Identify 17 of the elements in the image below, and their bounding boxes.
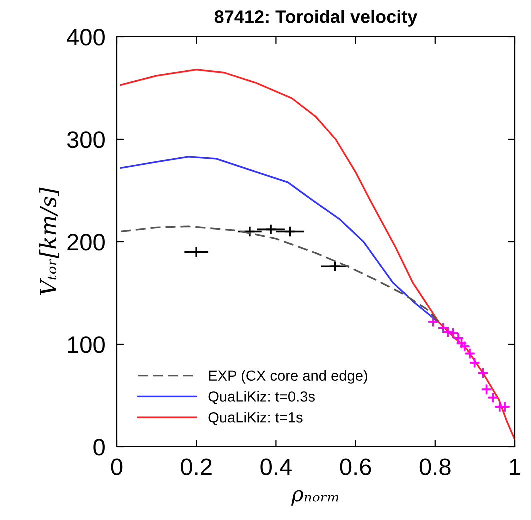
- y-tick-label: 100: [68, 336, 105, 354]
- x-axis-title: ρₙₒᵣₘ: [291, 490, 339, 506]
- x-tick-label: 0: [111, 458, 123, 476]
- x-tick-label: 0.6: [340, 458, 372, 476]
- y-tick-label: 400: [67, 29, 105, 46]
- x-tick-label: 0.2: [181, 458, 212, 476]
- chart-title: 87412: Toroidal velocity: [214, 10, 418, 27]
- legend-label: QuaLiKiz: t=0.3s: [208, 391, 315, 405]
- x-tick-label: 0.8: [420, 458, 451, 476]
- legend-label: QuaLiKiz: t=1s: [208, 412, 303, 426]
- x-tick-label: 1: [510, 458, 520, 476]
- legend-label: EXP (CX core and edge): [209, 370, 368, 384]
- y-axis-title: Vₜₒᵣ[km/s]: [39, 188, 60, 296]
- y-tick-label: 0: [94, 439, 105, 456]
- x-tick-label: 0.4: [260, 458, 292, 476]
- y-tick-label: 200: [68, 234, 105, 251]
- y-tick-label: 300: [67, 132, 105, 148]
